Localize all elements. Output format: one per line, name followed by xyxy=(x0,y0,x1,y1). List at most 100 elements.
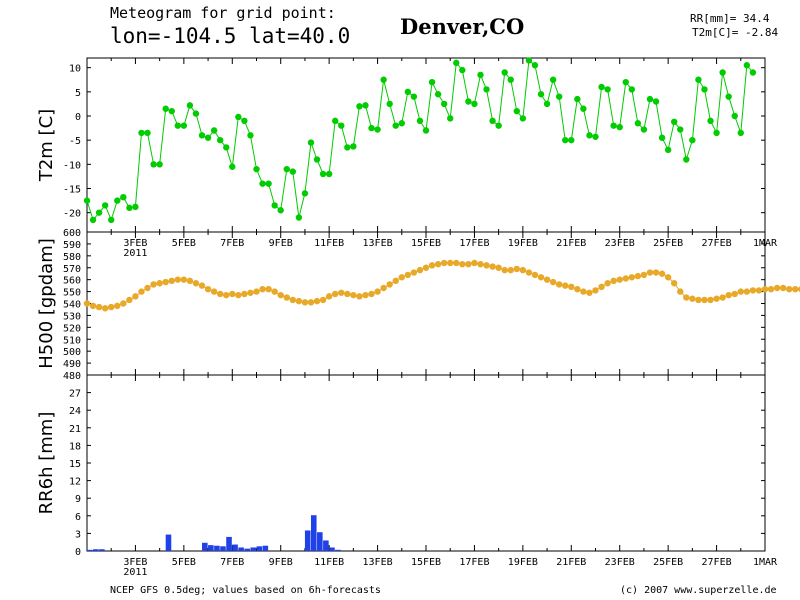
data-point xyxy=(108,303,115,311)
data-point xyxy=(555,93,563,100)
data-point xyxy=(513,107,521,115)
data-point xyxy=(271,288,278,295)
ytick-label: -15 xyxy=(63,185,81,196)
precip-bar xyxy=(202,542,208,551)
data-point xyxy=(701,86,708,93)
data-point xyxy=(707,296,714,304)
data-point xyxy=(253,165,260,173)
xtick-label: 1MAR xyxy=(753,238,778,249)
ytick-label: 0 xyxy=(75,112,81,123)
data-point xyxy=(192,280,200,287)
data-point xyxy=(150,281,157,288)
data-point xyxy=(719,69,726,76)
data-point xyxy=(471,100,478,108)
data-point xyxy=(156,280,163,287)
data-point xyxy=(773,284,781,292)
data-point xyxy=(646,95,654,103)
data-point xyxy=(350,291,357,299)
data-point xyxy=(168,107,175,115)
data-point xyxy=(652,98,660,105)
xtick-label: 15FEB xyxy=(411,557,441,568)
data-point xyxy=(670,280,678,287)
precip-bar xyxy=(329,547,335,551)
data-point xyxy=(198,282,206,289)
data-point xyxy=(307,139,315,146)
xtick-label: 23FEB xyxy=(605,238,635,249)
ytick-label: 3 xyxy=(75,529,81,540)
data-point xyxy=(707,117,714,125)
data-point xyxy=(114,197,121,204)
data-point xyxy=(568,136,575,144)
data-point xyxy=(477,260,484,268)
data-point xyxy=(398,120,405,127)
data-point xyxy=(634,120,642,127)
data-point xyxy=(779,284,787,292)
xtick-label: 7FEB xyxy=(220,557,244,568)
data-point xyxy=(229,290,236,298)
copyright-note: (c) 2007 www.superzelle.de xyxy=(620,585,777,596)
data-point xyxy=(295,297,303,305)
data-point xyxy=(743,288,751,295)
data-point xyxy=(144,129,151,137)
data-point xyxy=(331,117,339,125)
t2m-mean-readout: T2m[C]= -2.84 xyxy=(692,26,779,39)
data-point xyxy=(440,259,448,267)
data-point xyxy=(114,302,121,310)
data-point xyxy=(95,303,103,311)
data-point xyxy=(622,275,629,282)
data-point xyxy=(259,286,266,293)
axis-title-1: H500 [gpdam] xyxy=(36,238,57,369)
data-point xyxy=(501,266,508,274)
data-point xyxy=(350,143,357,150)
data-point xyxy=(604,86,611,93)
ytick-label: 550 xyxy=(63,288,81,299)
data-point xyxy=(83,300,91,307)
data-point xyxy=(313,297,321,305)
data-point xyxy=(683,294,690,301)
xtick-label: 1MAR xyxy=(753,557,778,568)
data-point xyxy=(235,113,242,121)
data-point xyxy=(295,214,303,221)
data-point xyxy=(247,289,254,296)
data-point xyxy=(616,123,623,131)
data-point xyxy=(598,83,605,91)
ytick-label: 5 xyxy=(75,88,81,99)
data-point xyxy=(465,260,472,268)
xtick-label: 15FEB xyxy=(411,238,441,249)
data-point xyxy=(664,274,672,281)
ytick-label: 18 xyxy=(69,441,81,452)
xtick-label: 13FEB xyxy=(363,557,393,568)
data-point xyxy=(325,293,333,300)
data-point xyxy=(204,134,212,141)
data-point xyxy=(670,118,678,126)
data-source-note: NCEP GFS 0.5deg; values based on 6h-fore… xyxy=(110,585,381,596)
data-point xyxy=(325,170,333,178)
data-point xyxy=(689,295,696,302)
data-point xyxy=(216,290,224,298)
precip-bar xyxy=(317,532,323,551)
data-point xyxy=(725,93,732,100)
data-point xyxy=(453,59,460,67)
data-point xyxy=(543,276,551,283)
data-point xyxy=(126,204,133,212)
data-point xyxy=(392,277,399,285)
data-point xyxy=(283,165,290,173)
data-point xyxy=(422,264,430,271)
data-point xyxy=(180,276,188,283)
data-point xyxy=(223,291,230,299)
data-point xyxy=(737,129,744,137)
data-point xyxy=(658,134,666,141)
data-point xyxy=(126,296,133,304)
data-point xyxy=(265,286,272,293)
panel-frame-1 xyxy=(86,231,766,376)
data-point xyxy=(120,194,127,201)
xtick-label: 17FEB xyxy=(459,557,489,568)
ytick-label: 520 xyxy=(63,323,81,334)
data-point xyxy=(198,132,206,139)
precip-bar xyxy=(93,549,99,551)
precip-bar xyxy=(226,536,232,551)
data-point xyxy=(186,102,194,109)
xtick-label: 13FEB xyxy=(363,238,393,249)
data-point xyxy=(289,168,297,175)
ytick-label: 9 xyxy=(75,494,81,505)
